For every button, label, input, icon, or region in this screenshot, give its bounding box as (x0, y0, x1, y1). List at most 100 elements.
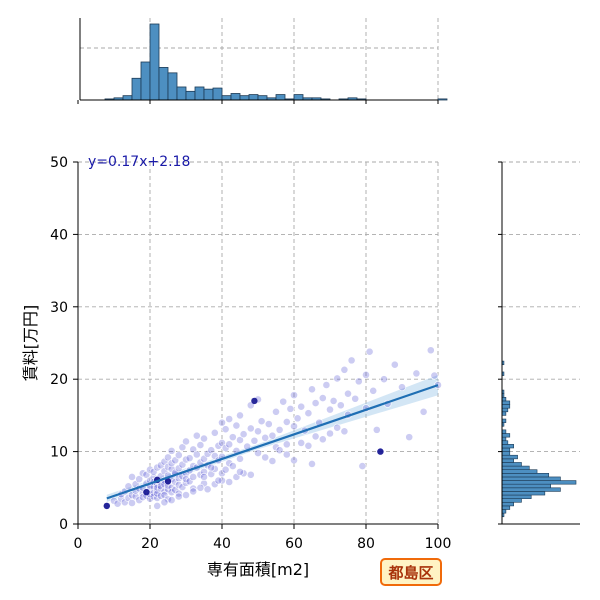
scatter-point (196, 441, 205, 449)
right-histogram (498, 161, 580, 525)
right-histogram-bar (501, 469, 538, 474)
scatter-point (362, 370, 370, 379)
right-histogram-bar (501, 451, 511, 456)
scatter-point (304, 441, 313, 450)
scatter-point (412, 369, 421, 378)
scatter-point (264, 420, 273, 428)
scatter-point (207, 446, 216, 455)
scatter-point (236, 454, 244, 463)
scatter-point (261, 453, 270, 462)
scatter-point-dense (251, 397, 258, 405)
y-tick-label: 20 (50, 372, 68, 388)
scatter-point (236, 411, 244, 420)
area-badge-label: 都島区 (387, 564, 433, 582)
regression-equation: y=0.17x+2.18 (88, 154, 190, 170)
top-histogram (77, 18, 448, 104)
scatter-point (419, 407, 428, 416)
scatter-point (279, 397, 288, 406)
top-histogram-bar (194, 86, 205, 101)
x-tick-label: 100 (425, 536, 452, 552)
right-histogram-bar (501, 418, 507, 423)
scatter-point (318, 435, 327, 444)
top-histogram-bar (122, 95, 133, 101)
scatter-point (128, 499, 136, 507)
scatter-point (329, 397, 338, 405)
scatter-point (254, 449, 262, 457)
scatter-point (365, 347, 374, 356)
scatter-point (333, 374, 342, 383)
top-histogram-bar (167, 72, 178, 101)
x-tick-label: 60 (285, 536, 303, 552)
y-tick-label: 0 (59, 517, 68, 533)
y-ticks: 0 10 20 30 40 50 (50, 155, 78, 533)
scatter-point (369, 386, 378, 395)
scatter-point (189, 473, 198, 481)
scatter-point (167, 496, 176, 505)
scatter-point (182, 491, 190, 499)
scatter-point-dense (164, 478, 172, 485)
scatter-point (261, 433, 270, 442)
scatter-point (398, 383, 406, 392)
scatter-point (282, 440, 291, 449)
main-grid (78, 161, 439, 524)
top-histogram-bar (248, 94, 259, 101)
top-histogram-bar (239, 95, 250, 101)
scatter-point (239, 430, 248, 439)
scatter-point (174, 451, 183, 460)
right-histogram-bar (501, 396, 507, 402)
scatter-point (228, 433, 237, 442)
area-badge-box (380, 558, 442, 586)
scatter-point (153, 501, 162, 510)
area-badge: 都島区 (380, 558, 442, 586)
scatter-point (405, 433, 414, 442)
scatter-point (174, 492, 183, 501)
right-histogram-bar (501, 400, 511, 405)
scatter-point (275, 446, 284, 455)
y-tick-label: 40 (50, 227, 68, 243)
top-histogram-bar (131, 77, 142, 101)
scatter-point (124, 482, 133, 491)
top-histogram-bar (185, 90, 196, 101)
scatter-point (322, 381, 331, 389)
right-histogram-bar (501, 411, 507, 416)
scatter-point (358, 462, 367, 470)
scatter-point (333, 423, 342, 432)
scatter-point (225, 478, 234, 486)
scatter-point (160, 498, 169, 507)
top-histogram-bar (140, 61, 151, 101)
top-histogram-bar (158, 67, 169, 101)
scatter-point (340, 365, 349, 374)
scatter-point (326, 405, 334, 414)
right-histogram-bar (501, 487, 561, 492)
scatter-point (203, 485, 212, 494)
scatter-point (225, 415, 234, 423)
scatter-point (178, 443, 187, 452)
main-plot: 0 20 40 60 80 100 0 10 20 30 40 50 y=0.17x+2.18 専有… (21, 154, 451, 579)
scatter-point (218, 418, 226, 427)
scatter-point (196, 483, 205, 492)
scatter-point (268, 457, 277, 465)
scatter-point (225, 440, 234, 449)
x-tick-label: 0 (74, 536, 83, 552)
right-histogram-bar (501, 501, 514, 507)
scatter-point (326, 429, 334, 438)
right-histogram-bar (501, 407, 509, 413)
top-histogram-bar (149, 23, 160, 101)
scatter-point (308, 460, 316, 468)
scatter-point-dense (377, 448, 384, 455)
scatter-point (246, 470, 255, 479)
scatter-point (351, 394, 360, 403)
scatter-point (336, 401, 345, 410)
x-tick-label: 20 (141, 536, 159, 552)
right-histogram-bar (501, 483, 551, 489)
right-histogram-grid (502, 161, 580, 453)
scatter-point (167, 446, 176, 455)
scatter-point (282, 418, 291, 426)
right-histogram-bars (498, 161, 577, 525)
right-histogram-bar (501, 491, 546, 496)
top-histogram-bar (203, 88, 214, 101)
top-histogram-bar (257, 95, 268, 101)
top-histogram-bar (275, 94, 286, 101)
scatter-point (293, 414, 302, 423)
right-histogram-bar (501, 473, 550, 478)
